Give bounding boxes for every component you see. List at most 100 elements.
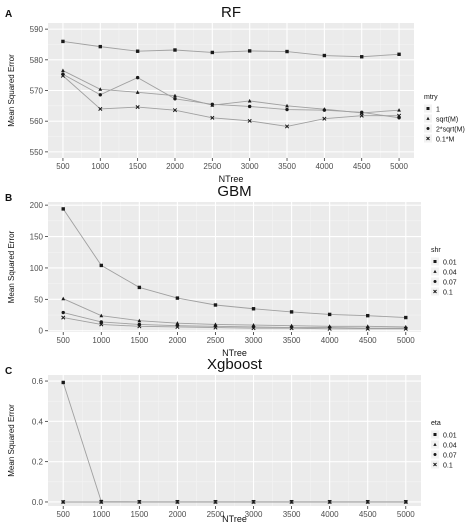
x-tick-label: 3500 (283, 510, 301, 519)
x-tick-label: 1500 (130, 510, 148, 519)
data-point (251, 326, 256, 331)
panel-a: 550 560 570 580 590 500 1000 1500 2000 2500 3000 35… (5, 4, 465, 184)
data-point (213, 303, 218, 307)
data-point (173, 48, 177, 52)
data-point (284, 124, 290, 129)
data-point-stroke-b (247, 118, 252, 123)
data-point (247, 104, 252, 109)
data-point (210, 102, 215, 107)
x-tick-label: 2500 (207, 336, 225, 345)
data-point (289, 310, 294, 314)
data-point (137, 324, 142, 329)
data-point-stroke-b (60, 73, 65, 78)
data-point-stroke-b (137, 324, 142, 329)
chart-title: Xgboost (207, 356, 263, 373)
data-point (137, 499, 142, 505)
x-tick-label: 5000 (390, 162, 408, 171)
x-tick-label: 4500 (359, 510, 377, 519)
y-tick-label: 0 (39, 327, 44, 336)
data-point (213, 499, 218, 505)
data-point-stroke-b (135, 105, 140, 110)
data-point (98, 106, 103, 111)
x-tick-label: 500 (57, 510, 71, 519)
data-point (99, 320, 103, 324)
data-point-stroke-b (61, 499, 66, 505)
data-point (327, 312, 332, 317)
legend: mtry 1 sqrt(M) 2*sqrt(M) 0.1*M (424, 94, 465, 144)
legend-item-label: 0.07 (443, 453, 457, 460)
x-tick-label: 3000 (245, 336, 263, 345)
y-axis-label: Mean Squared Error (7, 230, 16, 303)
y-tick-label: 200 (30, 201, 44, 210)
data-point (175, 296, 180, 300)
x-tick-label: 2000 (169, 510, 187, 519)
data-point (327, 499, 332, 505)
data-point (403, 326, 408, 331)
data-point (135, 75, 140, 80)
data-point (397, 108, 401, 112)
data-point-stroke-b (397, 113, 402, 118)
data-point-stroke-b (322, 116, 327, 121)
legend-key-marker (426, 107, 430, 110)
panel-b: 0 50 100 150 200 500 1000 1500 2000 2500 3000 3500 4… (5, 183, 457, 358)
data-point (61, 380, 65, 385)
data-point-stroke-b (365, 326, 370, 331)
data-point (60, 73, 65, 78)
data-point (365, 326, 370, 331)
data-point (61, 296, 66, 301)
x-axis-label: NTree (219, 174, 244, 184)
legend-key-marker (426, 136, 430, 141)
x-tick-label: 4500 (353, 162, 371, 171)
data-point (172, 108, 178, 113)
legend-item-label: 0.1 (443, 290, 453, 297)
x-tick-label: 1500 (129, 162, 147, 171)
data-point (99, 263, 103, 268)
data-point (366, 313, 370, 318)
data-point-stroke-b (213, 325, 218, 330)
series-line-0 (62, 40, 400, 58)
data-point (360, 55, 364, 59)
y-tick-label: 580 (30, 56, 44, 65)
data-point (247, 98, 252, 103)
y-axis-label: Mean Squared Error (7, 54, 16, 127)
data-point (173, 93, 177, 98)
data-point-stroke-b (137, 499, 142, 505)
x-tick-label: 5000 (397, 336, 415, 345)
legend-key-marker (433, 433, 437, 436)
panel-label: A (5, 9, 12, 20)
data-point-stroke-b (403, 499, 408, 505)
data-point (322, 53, 327, 58)
data-point-stroke-b (175, 499, 180, 505)
data-point (61, 39, 65, 44)
legend-key-marker (433, 280, 437, 283)
y-tick-label: 550 (30, 148, 44, 157)
data-point (99, 322, 104, 327)
data-point (285, 107, 289, 112)
series-line-0 (62, 208, 406, 319)
legend-key-marker (433, 269, 437, 273)
data-point-stroke-b (251, 499, 256, 505)
y-tick-label: 0.6 (32, 377, 44, 386)
legend-item-label: 0.07 (443, 280, 457, 287)
legend-item-label: sqrt(M) (436, 117, 458, 124)
y-tick-label: 590 (30, 25, 44, 34)
data-point (99, 499, 104, 505)
data-point (61, 310, 65, 315)
data-point (61, 68, 65, 73)
series-line-3 (63, 317, 406, 330)
legend-key-marker (433, 462, 437, 467)
data-point-stroke-b (251, 326, 256, 331)
y-axis-label: Mean Squared Error (7, 404, 16, 477)
data-point (404, 315, 408, 320)
legend-key-marker (426, 127, 430, 130)
x-tick-label: 5000 (397, 510, 415, 519)
data-point (251, 307, 256, 311)
legend-item-label: 0.04 (443, 270, 457, 277)
data-point (247, 118, 252, 123)
x-tick-label: 4000 (315, 162, 333, 171)
series-line-1 (63, 298, 406, 328)
data-point (98, 93, 102, 97)
data-point-stroke-b (98, 106, 103, 111)
data-point-stroke-b (403, 326, 408, 331)
x-tick-label: 1000 (92, 336, 110, 345)
